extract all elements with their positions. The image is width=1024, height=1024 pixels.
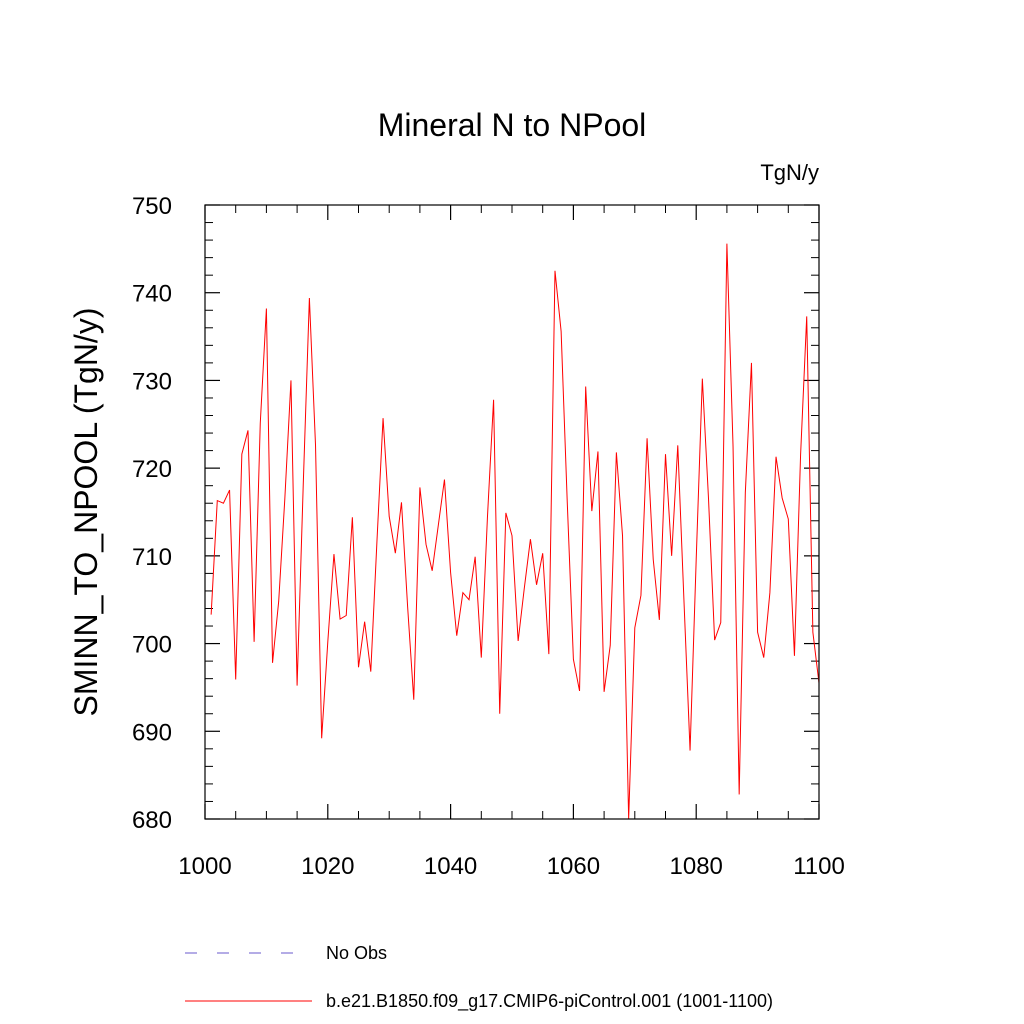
y-tick-label: 680 — [132, 807, 172, 834]
x-tick-labels: 1000 1020 1040 1060 1080 1100 — [178, 853, 845, 880]
legend-label-no-obs: No Obs — [326, 943, 387, 963]
x-tick-label: 1000 — [178, 853, 231, 880]
x-tick-label: 1080 — [670, 853, 723, 880]
x-tick-label: 1060 — [547, 853, 600, 880]
x-tick-label: 1040 — [424, 853, 477, 880]
plot-frame — [204, 204, 820, 820]
y-tick-label: 750 — [132, 193, 172, 220]
y-tick-label: 700 — [132, 632, 172, 659]
y-tick-label: 710 — [132, 544, 172, 571]
y-tick-label: 690 — [132, 719, 172, 746]
x-tick-label: 1020 — [301, 853, 354, 880]
y-tick-label: 740 — [132, 281, 172, 308]
y-tick-label: 720 — [132, 456, 172, 483]
legend: No Obs b.e21.B1850.f09_g17.CMIP6-piContr… — [185, 943, 773, 1012]
y-axis-label: SMINN_TO_NPOOL (TgN/y) — [68, 308, 104, 717]
x-tick-label: 1100 — [793, 853, 845, 880]
data-series-line — [210, 243, 820, 820]
legend-label-model: b.e21.B1850.f09_g17.CMIP6-piControl.001 … — [326, 991, 773, 1012]
units-label: TgN/y — [760, 160, 819, 185]
major-ticks — [204, 204, 820, 820]
minor-ticks — [205, 205, 819, 819]
y-tick-labels: 680 690 700 710 720 730 740 750 — [132, 193, 172, 834]
chart-title: Mineral N to NPool — [378, 107, 647, 143]
y-tick-label: 730 — [132, 368, 172, 395]
